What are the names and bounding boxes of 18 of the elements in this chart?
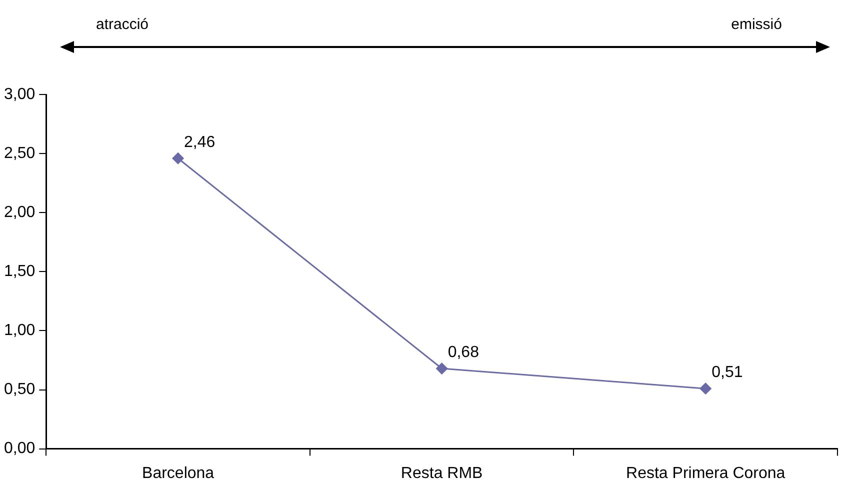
data-label: 2,46: [184, 134, 216, 151]
y-tick-label: 0,50: [4, 381, 36, 398]
point: [172, 152, 184, 164]
y-tick-label: 0,00: [4, 440, 36, 458]
point: [700, 382, 712, 394]
y-tick-label: 1,00: [4, 322, 36, 340]
data-label: 0,51: [712, 364, 743, 381]
y-tick-label: 2,50: [4, 145, 36, 162]
y-tick-label: 3,00: [4, 86, 36, 104]
text: atracció: [96, 16, 149, 33]
x-tick-label: Resta Primera Corona: [626, 464, 786, 482]
point: [436, 362, 448, 374]
y-tick-label: 2,00: [4, 204, 36, 222]
x-tick-label: Barcelona: [142, 464, 214, 482]
y-tick-label: 1,50: [4, 263, 36, 280]
text: emissió: [731, 16, 782, 33]
x-tick-label: Resta RMB: [400, 464, 483, 482]
data-label: 0,68: [448, 344, 480, 361]
